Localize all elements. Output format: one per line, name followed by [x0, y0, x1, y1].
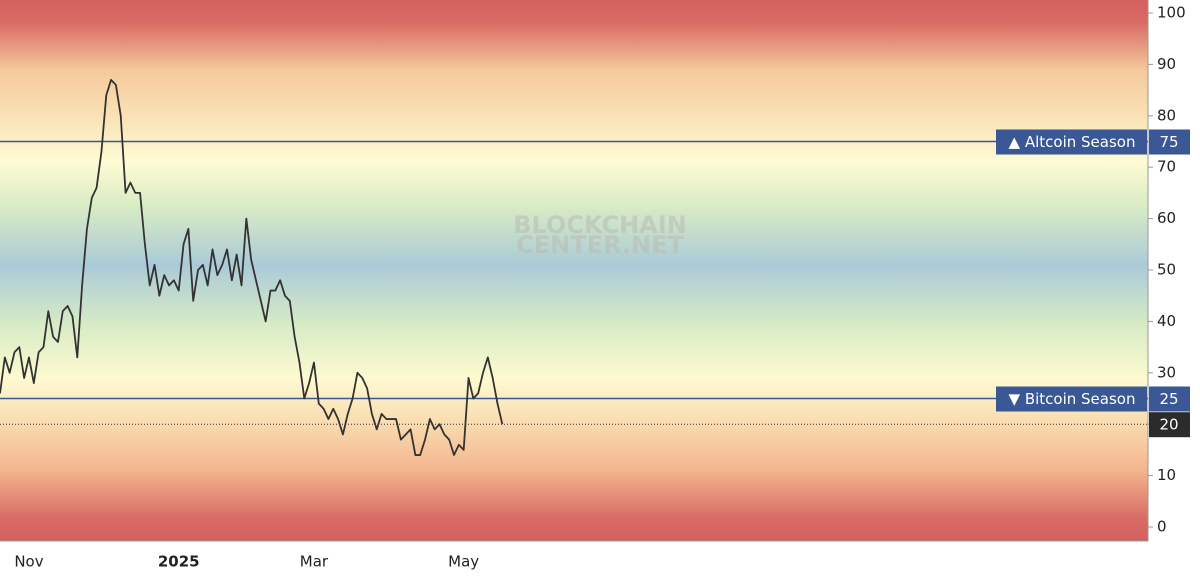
current-value-label: 20	[1159, 416, 1178, 434]
y-tick-label: 80	[1157, 106, 1176, 124]
reference-value: 25	[1159, 390, 1178, 408]
y-tick-label: 0	[1157, 518, 1167, 536]
data-line	[0, 78, 504, 456]
x-tick-label: May	[448, 553, 479, 571]
reference-label: ▼ Bitcoin Season	[1009, 390, 1136, 408]
y-tick-label: 70	[1157, 158, 1176, 176]
y-tick-label: 60	[1157, 209, 1176, 227]
plot-background	[0, 0, 1148, 541]
x-tick-label: Mar	[300, 553, 329, 571]
x-tick-label: 2025	[158, 553, 200, 571]
x-tick-label: Nov	[14, 553, 43, 571]
y-tick-label: 10	[1157, 466, 1176, 484]
watermark: CENTER.NET	[516, 231, 684, 259]
reference-label-box	[996, 386, 1147, 412]
y-tick-label: 30	[1157, 363, 1176, 381]
reference-value-box	[1149, 129, 1190, 155]
reference-value: 75	[1159, 133, 1178, 151]
reference-value-box	[1149, 386, 1190, 412]
reference-label-box	[996, 129, 1147, 155]
y-tick-label: 90	[1157, 55, 1176, 73]
current-value-box	[1149, 412, 1190, 438]
y-tick-label: 40	[1157, 312, 1176, 330]
watermark: BLOCKCHAIN	[513, 211, 687, 239]
y-tick-label: 50	[1157, 261, 1176, 279]
reference-label: ▲ Altcoin Season	[1009, 133, 1136, 151]
y-tick-label: 100	[1157, 4, 1186, 22]
